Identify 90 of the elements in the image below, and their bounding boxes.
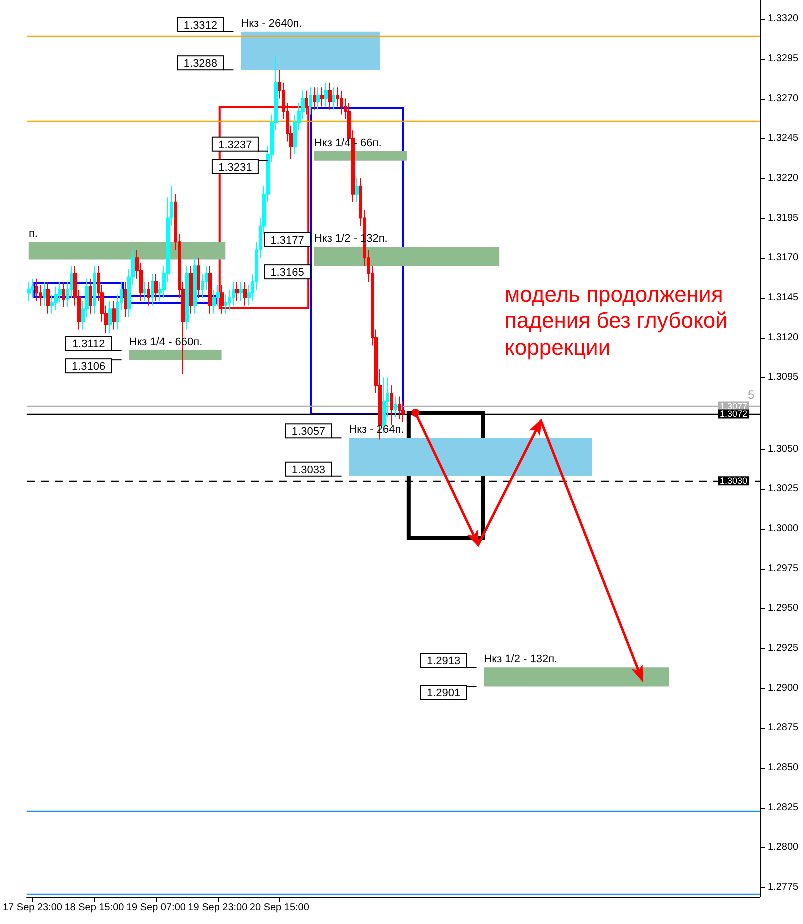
y-tick-label: 1.2825 (768, 802, 800, 814)
candlestick (151, 274, 154, 306)
annotation: 1.3106 (72, 361, 106, 374)
y-tick-label: 1.2950 (768, 603, 800, 614)
band-label: п. (28, 228, 38, 240)
y-tick-label: 1.2775 (768, 882, 800, 893)
annotation: 1.3112 (72, 338, 106, 351)
candlestick (239, 282, 243, 302)
candlestick (46, 282, 50, 314)
annotation: модель продолжения падения без глубокой коррекции (505, 282, 729, 362)
candlestick (243, 282, 247, 306)
candlestick (185, 266, 189, 330)
annotation: 1.2913 (426, 656, 461, 668)
y-tick-label: 1.3050 (768, 444, 800, 455)
candlestick (193, 258, 197, 314)
candlestick (232, 282, 235, 306)
band-label: Нкз - 2640п. (241, 18, 302, 30)
candlestick (208, 266, 212, 314)
ref-line-label: 1.3072 (720, 409, 748, 420)
candlestick (112, 300, 116, 330)
x-tick-label: 19 Sep 23:00 (188, 902, 248, 914)
candlestick (398, 396, 401, 420)
candlestick (313, 87, 316, 110)
annotation: 1.3237 (218, 139, 252, 152)
annotation: 1.3165 (270, 267, 304, 280)
candlestick (154, 274, 158, 302)
annotation: 1.3177 (270, 234, 304, 247)
candlestick (235, 282, 239, 302)
candlestick (390, 385, 393, 426)
y-tick-label: 1.3320 (768, 14, 800, 25)
candlestick (43, 282, 46, 306)
candlestick (124, 282, 127, 318)
candlestick (143, 282, 146, 302)
annotation: 1.2901 (426, 688, 461, 700)
candlestick (320, 87, 324, 108)
y-tick-label: 1.3220 (768, 172, 800, 184)
x-tick-label: 18 Sep 15:00 (64, 902, 125, 914)
candlestick (197, 258, 200, 298)
candlestick (189, 266, 193, 314)
annotation: 5 (748, 388, 756, 402)
y-tick-label: 1.2925 (768, 642, 800, 654)
band-label: Нкз 1/2 - 132п. (484, 654, 558, 666)
annotation: 1.3231 (218, 162, 252, 174)
price-tag: 1.3177 (264, 232, 313, 248)
candlestick (316, 87, 320, 110)
candlestick (340, 90, 343, 116)
y-tick-label: 1.3170 (768, 252, 800, 264)
price-tag: 1.3165 (264, 264, 313, 280)
y-tick-label: 1.3195 (768, 212, 800, 224)
candlestick (54, 286, 58, 312)
y-tick-label: 1.3245 (768, 133, 800, 144)
candlestick (355, 178, 359, 203)
y-tick-label: 1.3095 (768, 372, 800, 384)
y-tick-label: 1.2800 (768, 842, 800, 854)
candlestick (35, 278, 38, 302)
annotation: 1.3312 (184, 20, 218, 32)
candlestick (305, 90, 308, 116)
candlestick (324, 82, 328, 108)
candlestick (328, 82, 332, 110)
y-tick-label: 1.3145 (768, 292, 800, 304)
candlestick (31, 278, 34, 298)
candlestick (332, 87, 335, 110)
y-tick-label: 1.2875 (768, 722, 800, 734)
candlestick (93, 266, 96, 314)
y-tick-label: 1.2850 (768, 762, 800, 774)
y-tick-label: 1.3000 (768, 523, 800, 534)
ref-line-label: 1.3030 (720, 476, 748, 486)
y-tick-label: 1.2975 (768, 563, 800, 574)
candlestick (212, 289, 216, 314)
candlestick (220, 284, 224, 314)
candlestick (224, 294, 227, 314)
candlestick (394, 396, 397, 418)
candlestick (108, 300, 112, 334)
y-tick-label: 1.3120 (768, 332, 800, 344)
candlestick (62, 282, 65, 308)
x-tick-label: 20 Sep 15:00 (250, 902, 310, 914)
candlestick (89, 278, 92, 314)
y-tick-label: 1.3295 (768, 53, 800, 64)
y-tick-label: 1.2900 (768, 682, 800, 694)
candlestick (147, 282, 150, 306)
x-tick-label: 19 Sep 07:00 (126, 902, 186, 914)
ref-line-label: 1.3077 (720, 401, 748, 412)
x-tick-label: 17 Sep 23:00 (2, 902, 63, 914)
y-tick-label: 1.3270 (768, 93, 800, 104)
candlestick (309, 87, 312, 116)
candlestick (27, 282, 31, 302)
annotation: 1.3057 (292, 426, 326, 438)
annotation: 1.3033 (292, 464, 326, 476)
y-tick-label: 1.3025 (768, 484, 800, 495)
annotation: 1.3288 (184, 58, 218, 70)
